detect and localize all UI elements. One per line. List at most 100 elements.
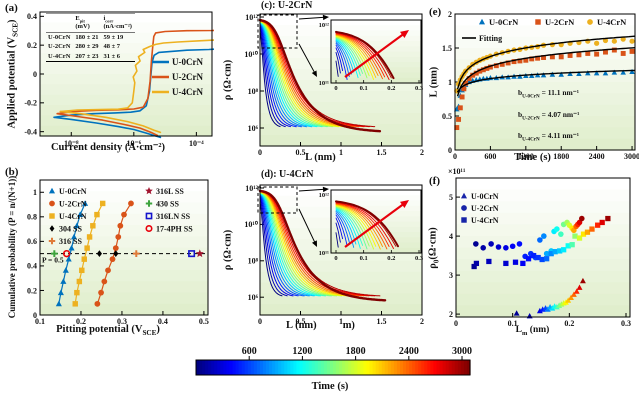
resistivity-curve [259, 23, 297, 128]
panel-d: 0 0.5 1 1.5 2 10⁶ 10⁸ 10¹⁰ 10¹² 0 0.1 0.2 0.3 10¹² 10¹… [215, 168, 426, 340]
tick-label: 1200 [518, 152, 534, 161]
marker-square [605, 215, 611, 222]
colorbar-segment [418, 360, 422, 375]
tick-label: 0.5 [296, 317, 306, 326]
table-cell: 48 ± 7 [103, 43, 121, 51]
inset-curve [335, 42, 350, 77]
marker-square [459, 94, 465, 100]
annotation-b0: bU-0CrN = 11.1 nm⁻¹ [518, 88, 579, 100]
resistivity-curve [259, 192, 332, 297]
plot-background [455, 116, 635, 128]
legend-label: U-0CrN [172, 57, 203, 67]
colorbar-segment [433, 360, 438, 375]
marker-triangle [65, 255, 72, 262]
marker-square [549, 54, 555, 60]
marker-star [145, 187, 153, 195]
colorbar-segment [436, 360, 441, 375]
colorbar-segment [266, 360, 270, 375]
marker-square [525, 256, 532, 262]
marker-square [589, 226, 595, 232]
resistivity-curve [259, 21, 328, 128]
colorbar-segment [451, 360, 456, 375]
plot-background [331, 62, 421, 68]
plot-background [456, 178, 630, 191]
tick-label: 5 [449, 193, 453, 202]
plot-background [331, 190, 421, 196]
marker-triangle [585, 70, 591, 76]
panel-c-xlabel: L (nm) [305, 152, 336, 163]
colorbar-segment [247, 360, 252, 375]
marker-circle [594, 40, 600, 46]
plot-background [40, 105, 212, 116]
table-cell: 31 ± 6 [103, 52, 121, 60]
arrow-head [322, 14, 329, 21]
colorbar-segment [214, 360, 218, 375]
panel-a-label: (a) [5, 2, 18, 14]
colorbar-segment [424, 360, 428, 375]
resistivity-curve [259, 200, 283, 297]
arrow-line [298, 43, 316, 74]
resistivity-curve [259, 28, 281, 128]
tick-label: 0.4 [158, 317, 168, 326]
plot-background [331, 200, 421, 207]
marker-square [552, 249, 558, 255]
colorbar-segment [272, 360, 276, 375]
plot-background [331, 30, 421, 37]
resistivity-curve [258, 18, 382, 133]
panel-c: 0 0.5 1 1.5 2 10⁶ 10⁸ 10¹⁰ 10¹² 0 0.1 0.2 0.3 10¹² 10¹… [215, 0, 426, 168]
colorbar-segment [457, 360, 462, 375]
resistivity-curve [259, 21, 323, 128]
tick-label: 10⁻⁶ [127, 139, 142, 148]
tick-label: 4 [449, 232, 453, 241]
plot-background [40, 32, 212, 44]
plot-background [331, 20, 421, 26]
colorbar-segment [454, 360, 459, 375]
colorbar-segment [220, 360, 224, 375]
arrow-line [298, 208, 316, 244]
marker-square [548, 251, 554, 257]
axis-scale-label: ×10¹¹ [448, 167, 466, 176]
plot-background [331, 211, 421, 217]
colorbar-segment [406, 360, 410, 375]
resistivity-curve [259, 192, 337, 297]
marker-square [511, 59, 517, 65]
marker-triangle [629, 68, 635, 74]
resistivity-curve [259, 22, 308, 128]
marker-square [90, 223, 96, 229]
marker-square [595, 222, 601, 228]
colorbar: 600 1200 1800 2400 3000 [195, 346, 472, 376]
polarization-curve [59, 110, 162, 134]
marker-triangle [82, 200, 89, 206]
plot-background [40, 225, 208, 237]
table-cell: 180 ± 21 [75, 33, 99, 41]
plot-background [331, 72, 421, 79]
colorbar-segment [403, 360, 407, 375]
marker-diamond [96, 250, 102, 258]
plot-background [260, 124, 422, 136]
marker-circle [558, 231, 564, 237]
tick-label: 10¹² [245, 13, 258, 22]
marker-square [520, 260, 526, 267]
epit-icorr-table: Epit (mV) icorr (nA·cm⁻²) U-0CrN 180 ± 21 59 ±… [46, 13, 135, 63]
fit-curve [457, 47, 636, 97]
tick-label: 0.2 [76, 317, 86, 326]
colorbar-segment [250, 360, 255, 375]
colorbar-segment [199, 360, 203, 375]
colorbar-segment [396, 360, 401, 375]
inset-curve [335, 211, 355, 248]
marker-circle [109, 256, 116, 263]
marker-square [611, 47, 617, 53]
plot-background [40, 125, 212, 137]
marker-circle [587, 19, 593, 25]
plot-background [40, 258, 208, 271]
annotation-b4: bU-4CrN = 4.11 nm⁻¹ [518, 131, 579, 143]
plot-background [455, 36, 635, 49]
legend-label: U-2CrN [172, 72, 203, 82]
colorbar-segment [284, 360, 288, 375]
legend-label: U-4CrN [597, 17, 627, 27]
tick-label: 0 [258, 148, 262, 157]
marker-circle [629, 38, 635, 44]
inset-curve [335, 204, 381, 250]
marker-square [74, 289, 80, 296]
